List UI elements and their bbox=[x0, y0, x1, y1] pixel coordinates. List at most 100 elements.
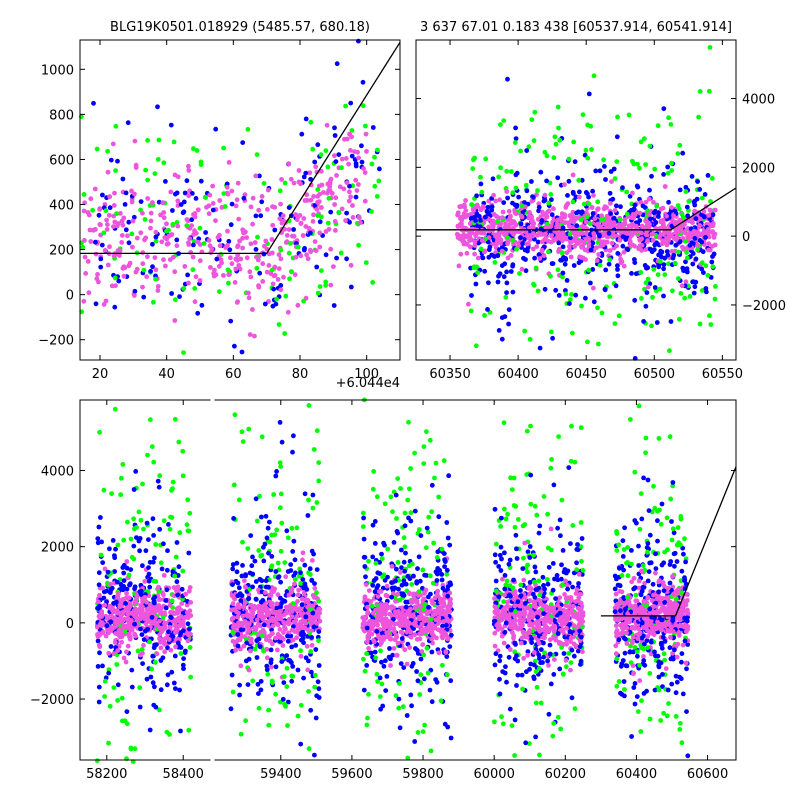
data-point bbox=[635, 161, 640, 167]
data-point bbox=[676, 228, 682, 234]
data-point bbox=[617, 589, 623, 594]
data-point bbox=[665, 687, 671, 693]
data-point bbox=[276, 322, 282, 327]
data-point bbox=[236, 263, 242, 268]
data-point bbox=[363, 123, 368, 129]
data-point bbox=[536, 578, 542, 584]
data-point bbox=[487, 244, 493, 250]
data-point bbox=[529, 216, 534, 222]
data-point bbox=[217, 198, 223, 203]
data-point bbox=[596, 341, 601, 347]
data-point bbox=[221, 191, 227, 197]
data-point bbox=[259, 578, 265, 584]
data-point bbox=[317, 244, 323, 250]
data-point bbox=[300, 550, 306, 556]
data-point bbox=[665, 252, 671, 258]
data-point bbox=[513, 125, 518, 131]
data-point bbox=[158, 645, 164, 651]
data-point bbox=[269, 664, 274, 670]
data-point bbox=[571, 653, 577, 659]
data-point bbox=[683, 189, 689, 195]
data-point bbox=[312, 239, 318, 245]
data-point bbox=[503, 516, 509, 522]
data-point bbox=[317, 191, 322, 197]
y-tick-label: 200 bbox=[49, 244, 74, 259]
data-point bbox=[505, 195, 510, 201]
data-point bbox=[129, 199, 135, 205]
data-point bbox=[471, 265, 477, 271]
data-point bbox=[356, 155, 361, 161]
data-point bbox=[435, 566, 441, 571]
data-point bbox=[129, 667, 135, 673]
data-point bbox=[659, 501, 665, 507]
data-point bbox=[168, 122, 174, 128]
data-point bbox=[376, 178, 382, 184]
data-point bbox=[653, 566, 659, 571]
data-point bbox=[353, 177, 359, 183]
data-point bbox=[590, 211, 596, 216]
data-point bbox=[531, 674, 537, 680]
data-point bbox=[95, 664, 101, 669]
data-point bbox=[115, 158, 120, 164]
data-point bbox=[514, 556, 520, 561]
data-point bbox=[521, 655, 527, 661]
data-point bbox=[633, 592, 639, 598]
data-point bbox=[544, 178, 549, 184]
data-point bbox=[300, 557, 305, 563]
data-point bbox=[631, 685, 637, 690]
data-point bbox=[296, 168, 302, 173]
data-point bbox=[705, 230, 710, 236]
data-point bbox=[296, 179, 302, 185]
data-point bbox=[671, 252, 677, 258]
data-point bbox=[110, 538, 116, 543]
data-point bbox=[649, 323, 654, 329]
data-point bbox=[550, 561, 556, 566]
data-point bbox=[90, 207, 95, 213]
data-point bbox=[323, 282, 329, 288]
data-point bbox=[328, 246, 334, 252]
data-point bbox=[508, 269, 514, 274]
data-point bbox=[265, 187, 271, 193]
data-point bbox=[229, 261, 235, 267]
data-point bbox=[678, 514, 684, 519]
data-point bbox=[590, 188, 595, 194]
data-point bbox=[658, 254, 664, 260]
data-point bbox=[292, 581, 297, 587]
data-point bbox=[308, 649, 314, 654]
data-point bbox=[153, 267, 159, 273]
data-point bbox=[147, 559, 153, 565]
data-point bbox=[145, 138, 151, 143]
data-point bbox=[379, 681, 385, 687]
data-point bbox=[659, 241, 665, 247]
data-point bbox=[529, 117, 535, 122]
data-point bbox=[255, 622, 261, 627]
data-point bbox=[177, 294, 182, 299]
data-point bbox=[286, 205, 292, 211]
data-point bbox=[527, 544, 533, 549]
data-point bbox=[648, 639, 654, 645]
data-point bbox=[493, 198, 498, 204]
data-point bbox=[284, 684, 290, 689]
data-point bbox=[408, 692, 414, 698]
data-point bbox=[336, 152, 342, 158]
data-point bbox=[527, 580, 533, 585]
data-point bbox=[510, 289, 516, 295]
data-point bbox=[690, 251, 696, 256]
data-point bbox=[635, 653, 640, 659]
data-point bbox=[150, 200, 155, 205]
data-point bbox=[292, 272, 298, 278]
data-point bbox=[194, 148, 200, 153]
data-point bbox=[529, 198, 535, 204]
data-point bbox=[621, 679, 627, 684]
data-point bbox=[706, 88, 712, 94]
data-point bbox=[228, 255, 233, 261]
data-point bbox=[81, 192, 87, 197]
data-point bbox=[553, 287, 559, 293]
data-point bbox=[532, 255, 537, 261]
data-point bbox=[602, 240, 608, 246]
data-point bbox=[647, 221, 652, 227]
data-point bbox=[283, 293, 289, 299]
data-point bbox=[658, 206, 664, 212]
data-point bbox=[547, 642, 553, 648]
data-point bbox=[276, 266, 282, 271]
